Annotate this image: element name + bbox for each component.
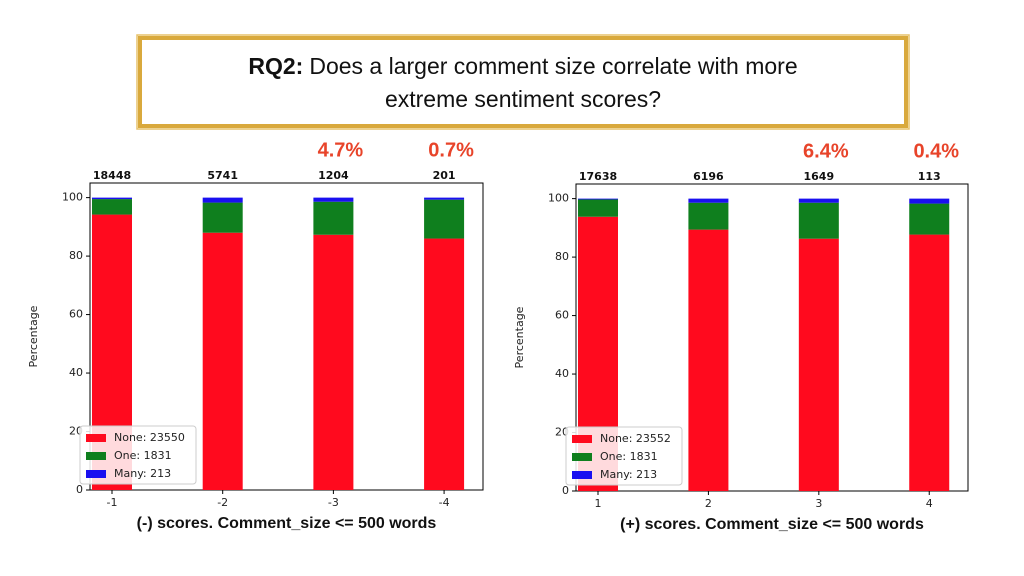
bar-label: 6196 xyxy=(693,170,724,183)
bar-label: 18448 xyxy=(93,169,131,182)
bar-segment xyxy=(202,202,243,233)
title-line-2: extreme sentiment scores? xyxy=(385,86,661,112)
legend-swatch xyxy=(572,471,592,479)
x-tick-label: -2 xyxy=(217,496,228,509)
bar-segment xyxy=(798,238,839,491)
bar-segment xyxy=(202,232,243,490)
legend-label: One: 1831 xyxy=(600,450,658,463)
x-tick-label: -1 xyxy=(107,496,118,509)
x-tick-label: 4 xyxy=(926,497,933,510)
annotation: 4.7% xyxy=(318,139,364,161)
legend-swatch xyxy=(86,470,106,478)
bar-segment xyxy=(424,199,465,239)
bar-label: 17638 xyxy=(579,170,617,183)
legend-label: None: 23552 xyxy=(600,432,671,445)
bar-segment xyxy=(688,202,729,230)
y-tick-label: 40 xyxy=(555,367,569,380)
bar-segment xyxy=(909,203,950,235)
y-tick-label: 60 xyxy=(555,309,569,322)
chart-caption: (-) scores. Comment_size <= 500 words xyxy=(137,515,437,532)
legend-swatch xyxy=(86,434,106,442)
legend-box xyxy=(79,425,197,485)
y-axis-label: Percentage xyxy=(27,305,40,367)
y-tick-label: 80 xyxy=(555,250,569,263)
legend-swatch xyxy=(572,453,592,461)
y-tick-label: 100 xyxy=(62,191,83,204)
bar-segment xyxy=(92,199,132,215)
y-tick-label: 60 xyxy=(69,308,83,321)
bar-segment xyxy=(798,202,839,239)
title-lead: RQ2: xyxy=(248,53,303,79)
bar-segment xyxy=(424,238,465,490)
chart-caption: (+) scores. Comment_size <= 500 words xyxy=(620,516,924,533)
bar-segment xyxy=(909,234,950,491)
y-tick-label: 100 xyxy=(548,192,569,205)
bar-segment xyxy=(688,198,729,203)
annotation: 0.4% xyxy=(913,140,959,162)
bar-segment xyxy=(424,197,465,200)
x-tick-label: 3 xyxy=(815,497,822,510)
legend-label: None: 23550 xyxy=(114,431,185,444)
bar-segment xyxy=(578,199,618,217)
legend-box xyxy=(565,426,683,486)
title-box xyxy=(138,36,908,128)
bar-segment xyxy=(578,198,618,200)
legend-swatch xyxy=(572,435,592,443)
bar-label: 113 xyxy=(918,170,941,183)
bar-segment xyxy=(313,234,354,490)
chart: 020406080100Percentage117638261963164941… xyxy=(513,140,969,533)
chart: 020406080100Percentage-118448-25741-3120… xyxy=(27,139,484,532)
bar-label: 1649 xyxy=(804,170,835,183)
legend-label: Many: 213 xyxy=(600,468,657,481)
bar-label: 201 xyxy=(433,169,456,182)
x-tick-label: -4 xyxy=(439,496,450,509)
bar-segment xyxy=(313,197,354,202)
bar-label: 5741 xyxy=(207,169,238,182)
annotation: 0.7% xyxy=(428,139,474,161)
y-tick-label: 0 xyxy=(562,484,569,497)
x-tick-label: -3 xyxy=(328,496,339,509)
y-axis-label: Percentage xyxy=(513,306,526,368)
bar-segment xyxy=(798,198,839,203)
x-tick-label: 2 xyxy=(705,497,712,510)
bar-label: 1204 xyxy=(318,169,349,182)
bar-segment xyxy=(909,198,950,204)
legend-label: Many: 213 xyxy=(114,467,171,480)
title-line-1: RQ2: Does a larger comment size correlate… xyxy=(248,53,797,79)
legend-swatch xyxy=(86,452,106,460)
bar-segment xyxy=(202,197,243,203)
y-tick-label: 40 xyxy=(69,366,83,379)
title-text: Does a larger comment size correlate wit… xyxy=(309,53,797,79)
legend-label: One: 1831 xyxy=(114,449,172,462)
y-tick-label: 80 xyxy=(69,249,83,262)
title-box-edge xyxy=(136,34,910,130)
annotation: 6.4% xyxy=(803,140,849,162)
bar-segment xyxy=(313,201,354,235)
x-tick-label: 1 xyxy=(595,497,602,510)
bar-segment xyxy=(688,229,729,491)
bar-segment xyxy=(92,197,132,200)
y-tick-label: 0 xyxy=(76,483,83,496)
